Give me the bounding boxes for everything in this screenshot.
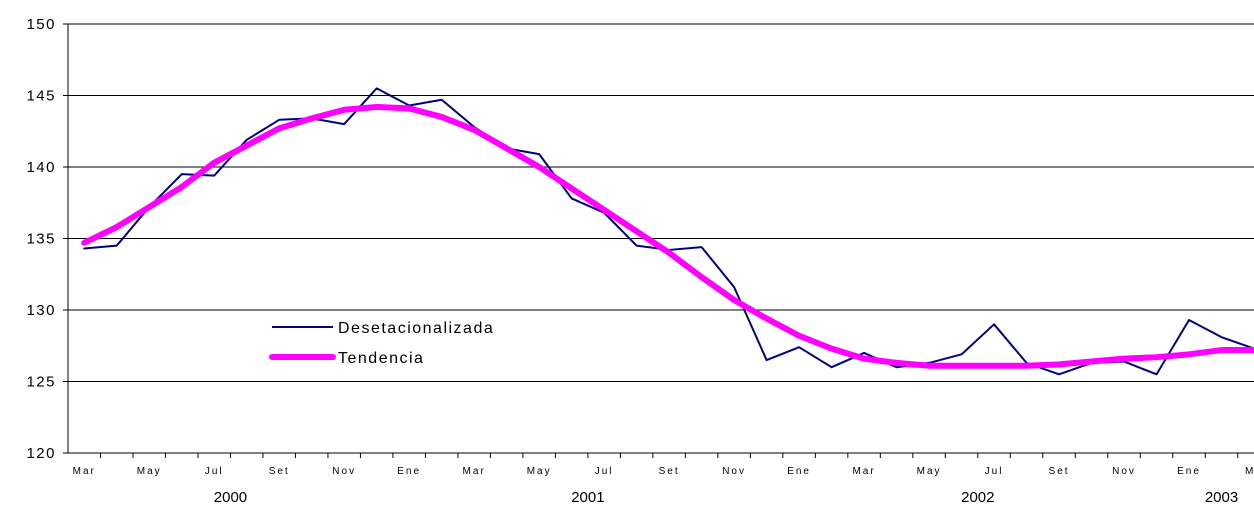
y-tick-label: 150 xyxy=(26,16,56,33)
x-tick-label: Mar xyxy=(463,466,486,477)
axes xyxy=(63,23,1254,458)
x-tick-label: May xyxy=(137,466,162,477)
grid-lines xyxy=(68,23,1254,382)
x-tick-label: Nov xyxy=(332,466,356,477)
legend-label: Tendencia xyxy=(338,350,424,367)
x-tick-labels: Mar May Jul Set Nov Ene Mar May Jul Set Nov Ene Mar M… xyxy=(73,466,1254,477)
year-label: 2001 xyxy=(571,489,604,506)
legend-label: Desetacionalizada xyxy=(338,320,494,337)
legend: Desetacionalizada Tendencia xyxy=(269,320,494,367)
x-tick-label: Ma xyxy=(1245,466,1254,477)
x-tick-label: Jul xyxy=(595,466,614,477)
x-tick-label: Set xyxy=(1049,466,1070,477)
x-tick-label: Nov xyxy=(722,466,746,477)
year-label: 2000 xyxy=(214,489,247,506)
x-tick-label: Set xyxy=(269,466,290,477)
y-tick-label: 135 xyxy=(26,231,56,248)
x-tick-label: Ene xyxy=(787,466,811,477)
y-tick-label: 145 xyxy=(26,88,56,105)
x-tick-label: Nov xyxy=(1112,466,1136,477)
series-line-desetacionalizada xyxy=(83,87,1254,376)
y-tick-label: 130 xyxy=(26,302,56,319)
year-label: 2003 xyxy=(1205,489,1238,506)
x-tick-label: Jul xyxy=(205,466,224,477)
x-tick-label: Mar xyxy=(852,466,875,477)
x-tick-label: Ene xyxy=(397,466,421,477)
y-tick-label: 140 xyxy=(26,159,56,176)
x-tick-label: May xyxy=(917,466,942,477)
year-labels: 2000 2001 2002 2003 xyxy=(214,489,1238,506)
series-lines xyxy=(81,87,1254,376)
x-tick-label: Set xyxy=(659,466,680,477)
x-tick-label: May xyxy=(527,466,552,477)
y-tick-labels: 120 125 130 135 140 145 150 xyxy=(26,16,56,462)
y-tick-label: 125 xyxy=(26,374,56,391)
year-label: 2002 xyxy=(961,489,994,506)
x-tick-label: Mar xyxy=(73,466,96,477)
x-tick-label: Jul xyxy=(985,466,1004,477)
x-tick-label: Ene xyxy=(1177,466,1201,477)
series-line-tendencia xyxy=(81,103,1254,369)
y-tick-label: 120 xyxy=(26,445,56,462)
